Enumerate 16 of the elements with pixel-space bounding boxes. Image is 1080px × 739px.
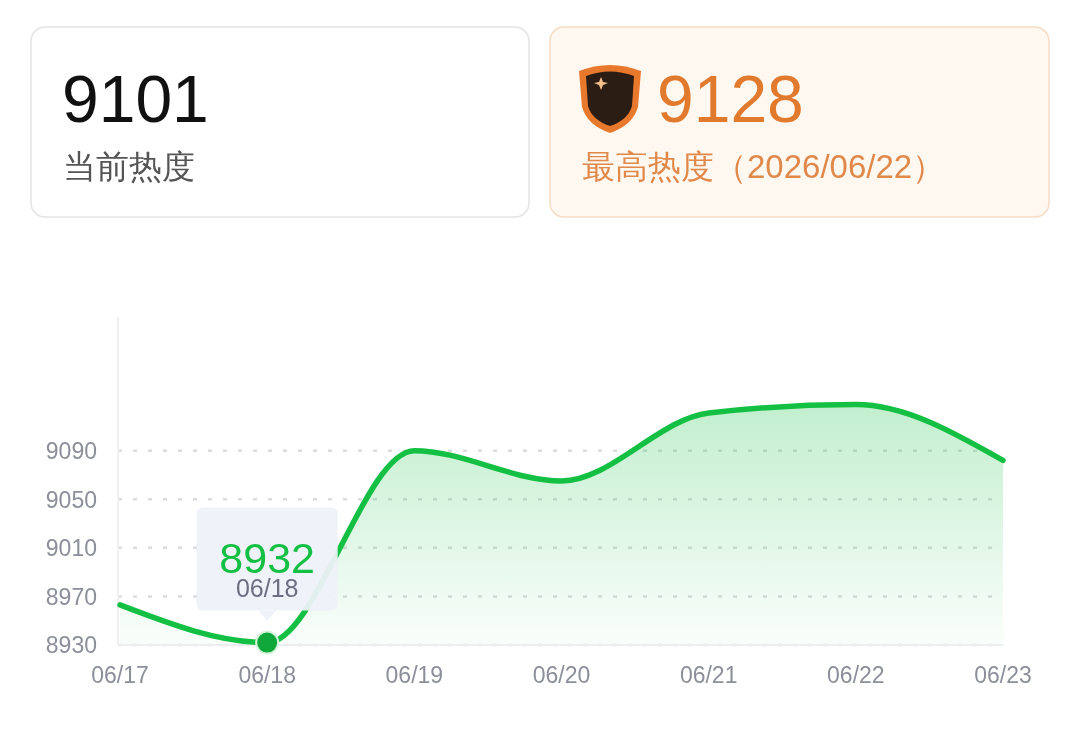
x-tick-label: 06/20 — [532, 662, 591, 688]
y-tick-label: 9010 — [45, 535, 97, 562]
x-tick-label: 06/22 — [827, 662, 885, 688]
x-tick-label: 06/17 — [91, 662, 149, 688]
y-tick-label: 8970 — [45, 583, 97, 610]
x-tick-label: 06/21 — [679, 662, 738, 688]
text: 当前热度 — [63, 148, 195, 185]
x-tick-label: 06/19 — [385, 662, 444, 688]
x-tick-label: 06/18 — [238, 662, 296, 688]
y-tick-label: 9090 — [45, 437, 97, 464]
y-tick-label: 9050 — [45, 486, 97, 513]
y-tick-label: 8930 — [45, 632, 97, 659]
x-tick-label: 06/23 — [974, 662, 1032, 688]
text: 9128 — [657, 62, 804, 136]
text: 最高热度（2026/06/22） — [582, 148, 946, 185]
text: 9101 — [62, 62, 209, 136]
